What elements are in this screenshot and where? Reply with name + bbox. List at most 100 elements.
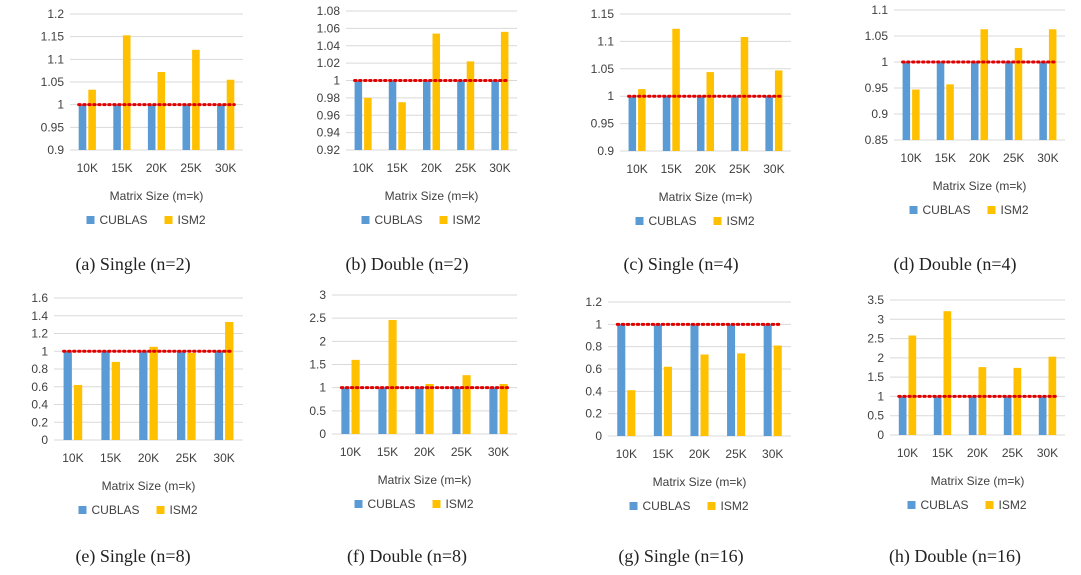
cublas-bar bbox=[457, 80, 465, 150]
chart-c-svg: 0.9 0.95 1 1.05 1.1 1.15 10K 15K 20K 25K 30K Matrix… bbox=[591, 7, 791, 228]
cublas-bar bbox=[101, 351, 110, 440]
legend-swatch-ism2 bbox=[707, 502, 716, 510]
ism2-bar bbox=[149, 346, 158, 440]
ism2-bar bbox=[425, 383, 434, 434]
ism2-bar bbox=[88, 89, 96, 150]
caption-h: (h) Double (n=16) bbox=[888, 546, 1022, 566]
y-tick-label: 2.5 bbox=[867, 332, 884, 346]
legend-swatch-cublas bbox=[907, 501, 916, 509]
ism2-bar bbox=[432, 33, 441, 150]
chart-f-svg: 0 0.5 1 1.5 2 2.5 3 10K 15K 20K 25K 30K Matrix Size … bbox=[309, 288, 517, 511]
cublas-bar bbox=[214, 351, 224, 440]
chart-panel-a: 0.9 0.95 1 1.05 1.1 1.15 1.2 10K 15K 20K 25K 30K Mat… bbox=[8, 4, 253, 236]
ism2-bar bbox=[225, 321, 234, 440]
cublas-bar bbox=[662, 96, 671, 151]
y-tick-label: 1.1 bbox=[597, 34, 614, 48]
y-tick-label: 0.94 bbox=[317, 126, 341, 140]
chart-g-svg: 0 0.2 0.4 0.6 0.8 1 1.2 10K 15K 20K 25K 30K Matrix S… bbox=[585, 295, 791, 513]
y-tick-label: 3 bbox=[877, 312, 884, 326]
ism2-bar bbox=[908, 335, 917, 435]
cublas-bar bbox=[388, 80, 397, 150]
cublas-bar bbox=[617, 324, 626, 436]
ism2-bar bbox=[978, 367, 987, 435]
y-tick-label: 3.5 bbox=[867, 293, 884, 307]
chart-panel-c: 0.9 0.95 1 1.05 1.1 1.15 10K 15K 20K 25K 30K Matrix… bbox=[556, 4, 801, 236]
ism2-bar bbox=[466, 61, 475, 151]
y-tick-label: 0.9 bbox=[597, 144, 614, 158]
y-tick-label: 1.5 bbox=[867, 370, 884, 384]
y-tick-label: 1.05 bbox=[865, 29, 889, 43]
x-tick-label: 15K bbox=[111, 161, 132, 175]
y-tick-label: 1.08 bbox=[317, 4, 341, 18]
legend-swatch-cublas bbox=[354, 500, 363, 508]
x-tick-label: 10K bbox=[340, 445, 361, 459]
y-tick-label: 1.1 bbox=[871, 3, 888, 17]
cublas-bar bbox=[182, 104, 191, 150]
ism2-bar bbox=[672, 28, 680, 152]
y-tick-label: 1 bbox=[881, 55, 888, 69]
y-tick-label: 1.15 bbox=[591, 7, 615, 21]
legend-swatch-cublas bbox=[909, 206, 918, 214]
cublas-bar bbox=[1005, 62, 1013, 140]
cublas-bar bbox=[727, 324, 736, 436]
chart-d-svg: 0.85 0.9 0.95 1 1.05 1.1 10K 15K 20K 25K 30K Matrix… bbox=[865, 3, 1065, 217]
cublas-bar bbox=[489, 387, 498, 434]
y-tick-label: 0.2 bbox=[31, 415, 48, 429]
y-tick-label: 0.8 bbox=[31, 362, 48, 376]
y-tick-label: 1 bbox=[319, 381, 326, 395]
cublas-bar bbox=[936, 62, 945, 140]
chart-panel-h: 0 0.5 1 1.5 2 2.5 3 3.5 10K 15K 20K 25K 30K Matrix Si… bbox=[830, 290, 1075, 530]
legend-label-ism2: ISM2 bbox=[999, 498, 1027, 512]
legend-swatch-cublas bbox=[86, 216, 95, 224]
x-axis-label: Matrix Size (m=k) bbox=[110, 189, 204, 203]
ism2-bar bbox=[122, 35, 131, 150]
y-tick-label: 0.95 bbox=[865, 81, 889, 95]
cublas-bar bbox=[1039, 62, 1047, 140]
ism2-bar bbox=[946, 84, 954, 140]
y-tick-label: 0 bbox=[595, 429, 602, 443]
x-tick-label: 30K bbox=[1037, 446, 1058, 460]
x-tick-label: 25K bbox=[1003, 151, 1024, 165]
ism2-bar bbox=[73, 384, 83, 440]
legend-label-cublas: CUBLAS bbox=[100, 213, 148, 227]
cublas-bar bbox=[78, 104, 87, 150]
y-tick-label: 1.04 bbox=[317, 39, 341, 53]
y-tick-label: 1.02 bbox=[317, 56, 341, 70]
y-tick-label: 1 bbox=[333, 74, 340, 88]
ism2-bar bbox=[774, 70, 783, 151]
x-tick-label: 20K bbox=[689, 447, 710, 461]
ism2-bar bbox=[111, 361, 121, 440]
x-tick-label: 30K bbox=[763, 162, 784, 176]
x-tick-label: 20K bbox=[138, 451, 159, 465]
ism2-bar bbox=[187, 353, 196, 440]
ism2-bar bbox=[943, 311, 952, 435]
cublas-bar bbox=[898, 396, 907, 435]
ism2-bar bbox=[980, 29, 989, 141]
y-tick-label: 2 bbox=[877, 351, 884, 365]
caption-b: (b) Double (n=2) bbox=[345, 254, 469, 274]
y-tick-label: 0.5 bbox=[309, 404, 326, 418]
y-tick-label: 1.4 bbox=[31, 309, 48, 323]
caption-a: (a) Single (n=2) bbox=[75, 254, 191, 274]
y-tick-label: 1 bbox=[607, 89, 614, 103]
x-tick-label: 10K bbox=[897, 446, 918, 460]
cublas-bar bbox=[970, 62, 979, 140]
ism2-bar bbox=[1014, 47, 1023, 140]
y-tick-label: 3 bbox=[319, 288, 326, 302]
y-tick-label: 0.2 bbox=[585, 407, 602, 421]
legend-swatch-cublas bbox=[635, 217, 644, 225]
legend-label-ism2: ISM2 bbox=[1001, 203, 1029, 217]
y-tick-label: 1.1 bbox=[47, 52, 64, 66]
y-tick-label: 0.9 bbox=[47, 143, 64, 157]
x-axis-label: Matrix Size (m=k) bbox=[933, 179, 1027, 193]
legend-label-cublas: CUBLAS bbox=[368, 497, 416, 511]
x-tick-label: 15K bbox=[661, 162, 682, 176]
y-tick-label: 1.2 bbox=[47, 7, 64, 21]
y-tick-label: 0 bbox=[319, 427, 326, 441]
legend-label-cublas: CUBLAS bbox=[375, 213, 423, 227]
x-axis-label: Matrix Size (m=k) bbox=[385, 189, 479, 203]
x-axis-label: Matrix Size (m=k) bbox=[102, 479, 196, 493]
ism2-bar bbox=[157, 72, 166, 150]
y-tick-label: 1.15 bbox=[41, 30, 65, 44]
cublas-bar bbox=[653, 324, 662, 436]
